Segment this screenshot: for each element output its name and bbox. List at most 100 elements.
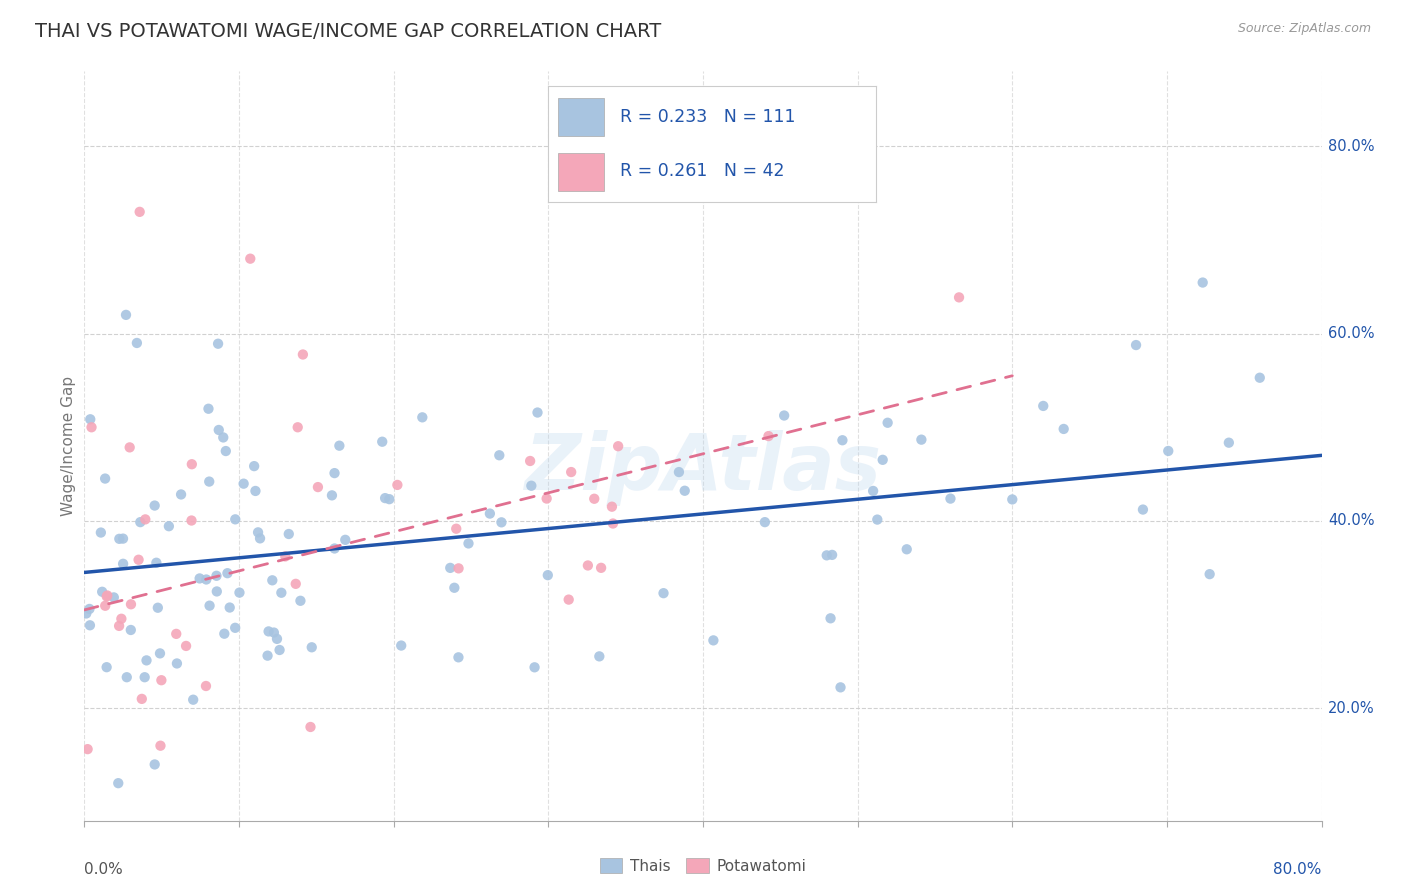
Point <box>115 670 138 684</box>
Legend: Thais, Potawatomi: Thais, Potawatomi <box>593 852 813 880</box>
Point <box>910 433 932 447</box>
Point <box>652 586 675 600</box>
Point <box>239 252 262 266</box>
Point <box>91 584 114 599</box>
Point <box>205 568 228 582</box>
Point <box>170 487 193 501</box>
Point <box>299 720 322 734</box>
Point <box>146 600 169 615</box>
Point <box>896 542 918 557</box>
Point <box>262 574 284 588</box>
Point <box>607 439 630 453</box>
Point <box>228 585 250 599</box>
Point <box>129 515 152 529</box>
Point <box>457 536 479 550</box>
Point <box>198 475 221 489</box>
Point <box>758 429 780 443</box>
Point <box>134 512 156 526</box>
Point <box>166 657 188 671</box>
Point <box>520 479 543 493</box>
Point <box>75 607 97 621</box>
Point <box>135 653 157 667</box>
Point <box>872 452 894 467</box>
Point <box>876 416 898 430</box>
Point <box>120 597 142 611</box>
Point <box>526 405 548 419</box>
Text: Source: ZipAtlas.com: Source: ZipAtlas.com <box>1237 22 1371 36</box>
Point <box>439 561 461 575</box>
Point <box>444 522 467 536</box>
Point <box>335 533 357 547</box>
Point <box>194 679 217 693</box>
Point <box>1132 502 1154 516</box>
Point <box>291 347 314 361</box>
Point <box>143 757 166 772</box>
Point <box>174 639 197 653</box>
Point <box>249 532 271 546</box>
Point <box>118 441 141 455</box>
Point <box>323 466 346 480</box>
Point <box>247 525 270 540</box>
Point <box>90 525 112 540</box>
Point <box>218 600 240 615</box>
Point <box>1191 276 1213 290</box>
Text: THAI VS POTAWATOMI WAGE/INCOME GAP CORRELATION CHART: THAI VS POTAWATOMI WAGE/INCOME GAP CORRE… <box>35 22 661 41</box>
Point <box>948 290 970 304</box>
Point <box>214 626 236 640</box>
Point <box>321 488 343 502</box>
Point <box>602 516 624 531</box>
Point <box>269 643 291 657</box>
Point <box>94 472 117 486</box>
Point <box>560 465 582 479</box>
Point <box>79 618 101 632</box>
Point <box>277 527 299 541</box>
Point <box>702 633 724 648</box>
Point <box>96 590 118 604</box>
Point <box>111 532 134 546</box>
Point <box>274 549 297 564</box>
Point <box>583 491 606 506</box>
Point <box>773 409 796 423</box>
Point <box>112 557 135 571</box>
Point <box>266 632 288 646</box>
Point <box>180 514 202 528</box>
Point <box>387 478 409 492</box>
Point <box>245 483 267 498</box>
Point <box>1032 399 1054 413</box>
Point <box>754 515 776 529</box>
Text: 80.0%: 80.0% <box>1274 862 1322 877</box>
Point <box>488 448 510 462</box>
Point <box>673 483 696 498</box>
Point <box>212 430 235 444</box>
Point <box>600 500 623 514</box>
Point <box>257 624 280 639</box>
Text: 20.0%: 20.0% <box>1327 701 1375 715</box>
Point <box>149 739 172 753</box>
Point <box>668 465 690 479</box>
Point <box>217 566 239 581</box>
Point <box>150 673 173 688</box>
Point <box>536 491 558 506</box>
Point <box>287 420 309 434</box>
Point <box>519 454 541 468</box>
Point <box>290 594 312 608</box>
Point <box>831 434 853 448</box>
Point <box>328 439 350 453</box>
Point <box>523 660 546 674</box>
Point <box>76 742 98 756</box>
Point <box>107 776 129 790</box>
Point <box>447 650 470 665</box>
Point <box>447 561 470 575</box>
Point <box>588 649 610 664</box>
Point <box>371 434 394 449</box>
Point <box>270 586 292 600</box>
Point <box>128 205 150 219</box>
Point <box>125 336 148 351</box>
Point <box>576 558 599 573</box>
Point <box>108 532 131 546</box>
Point <box>1125 338 1147 352</box>
Point <box>197 401 219 416</box>
Point <box>284 577 307 591</box>
Point <box>79 412 101 426</box>
Point <box>301 640 323 655</box>
